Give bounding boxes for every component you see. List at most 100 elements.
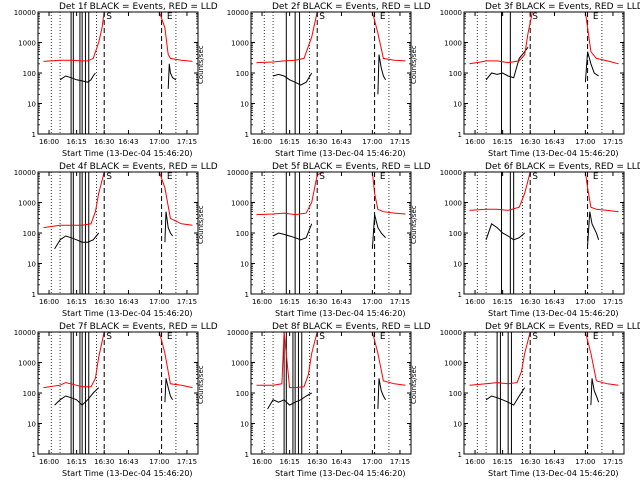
x-tick-label: 16:43 [118,138,138,146]
x-tick-label: 16:43 [331,458,351,466]
series-group [469,172,619,246]
start-marker-label: S [106,332,112,342]
events-series-line [267,392,312,410]
x-tick-label: 16:00 [465,458,485,466]
events-series-line [54,387,100,406]
x-axis-title: Start Time (13-Dec-04 15:46:20) [275,469,406,478]
end-marker-label: E [380,172,386,182]
x-tick-label: 16:30 [307,298,327,306]
start-marker-label: S [319,172,325,182]
end-marker-label: E [380,332,386,342]
x-tick-label: 16:43 [118,298,138,306]
x-axis-title: Start Time (13-Dec-04 15:46:20) [275,149,406,158]
x-tick-label: 16:30 [94,458,114,466]
events-series-line [587,211,600,246]
x-tick-label: 17:00 [575,138,595,146]
end-marker-label: E [167,332,173,342]
x-tick-label: 16:43 [331,138,351,146]
y-tick-label: 10000 [440,329,462,337]
x-tick-label: 16:15 [280,298,300,306]
x-tick-label: 17:00 [575,458,595,466]
x-tick-label: 16:00 [252,138,272,146]
x-axis-title: Start Time (13-Dec-04 15:46:20) [488,149,619,158]
x-tick-label: 16:00 [465,298,485,306]
plot-frame [37,331,199,455]
x-tick-label: 16:30 [520,138,540,146]
y-tick-label: 10 [27,101,36,109]
series-group [256,332,406,410]
x-axis-title: Start Time (13-Dec-04 15:46:20) [488,469,619,478]
end-marker-label: E [593,172,599,182]
lld-series-line [256,172,406,216]
x-tick-label: 16:15 [67,298,87,306]
y-tick-label: 10 [453,101,462,109]
x-tick-label: 16:43 [331,298,351,306]
x-tick-label: 17:00 [575,298,595,306]
start-marker-label: S [319,12,325,22]
detector-panel: S E 1 10 100 1000 10000 16:00 16:15 16:30 16:43 17:… [0,0,218,160]
x-tick-label: 17:15 [390,298,410,306]
end-marker-label: E [380,12,386,22]
x-tick-label: 16:43 [118,458,138,466]
events-series-line [371,214,386,249]
y-tick-label: 1 [245,291,249,299]
x-axis-title: Start Time (13-Dec-04 15:46:20) [62,469,193,478]
lld-series-line [43,332,193,389]
y-tick-label: 10000 [14,329,36,337]
start-marker-label: S [319,332,325,342]
series-group [256,12,406,95]
events-series-line [272,72,313,86]
x-tick-label: 16:15 [493,138,513,146]
plot-title: Det 2f BLACK = Events, RED = LLD [272,2,431,12]
y-tick-label: 1 [32,291,36,299]
y-tick-label: 100 [236,70,249,78]
x-tick-label: 17:15 [177,458,197,466]
y-tick-label: 10 [453,421,462,429]
y-tick-label: 10 [27,421,36,429]
y-tick-label: 10 [453,261,462,269]
plot-title: Det 9f BLACK = Events, RED = LLD [485,322,640,332]
x-tick-label: 17:15 [177,298,197,306]
y-tick-label: 1000 [231,40,249,48]
lld-series-line [43,172,193,229]
plot-title: Det 7f BLACK = Events, RED = LLD [59,322,218,332]
start-marker-label: S [106,12,112,22]
series-group [469,332,619,406]
y-tick-label: 1000 [444,360,462,368]
series-group [469,12,619,83]
y-tick-label: 10000 [227,9,249,17]
y-tick-label: 1000 [444,200,462,208]
plot-frame [250,171,412,295]
lld-series-line [43,12,193,62]
y-tick-label: 10000 [440,169,462,177]
x-tick-label: 17:15 [177,138,197,146]
x-tick-label: 17:15 [603,298,623,306]
x-tick-label: 16:30 [520,458,540,466]
lld-series-line [469,12,619,65]
y-tick-label: 100 [23,230,36,238]
events-series-line [485,223,526,241]
plot-canvas: S E 1 10 100 1000 10000 16:00 16:15 16:30 16:43 17:… [227,9,412,146]
plot-frame [37,171,199,295]
x-tick-label: 16:00 [465,138,485,146]
y-tick-label: 10 [240,101,249,109]
x-tick-label: 16:30 [307,138,327,146]
x-tick-label: 16:00 [252,298,272,306]
x-tick-label: 16:30 [307,458,327,466]
plot-frame [37,11,199,135]
y-tick-label: 1 [458,291,462,299]
x-tick-label: 17:00 [362,458,382,466]
y-tick-label: 1000 [18,360,36,368]
x-tick-label: 17:15 [603,458,623,466]
events-series-line [164,211,174,243]
events-series-line [377,54,387,95]
y-tick-label: 10000 [227,169,249,177]
start-marker-label: S [532,12,538,22]
events-series-line [272,223,313,241]
start-marker-label: S [532,332,538,342]
y-tick-label: 10 [240,261,249,269]
plot-title: Det 5f BLACK = Events, RED = LLD [272,162,431,172]
x-tick-label: 16:00 [252,458,272,466]
x-axis-title: Start Time (13-Dec-04 15:46:20) [488,309,619,318]
